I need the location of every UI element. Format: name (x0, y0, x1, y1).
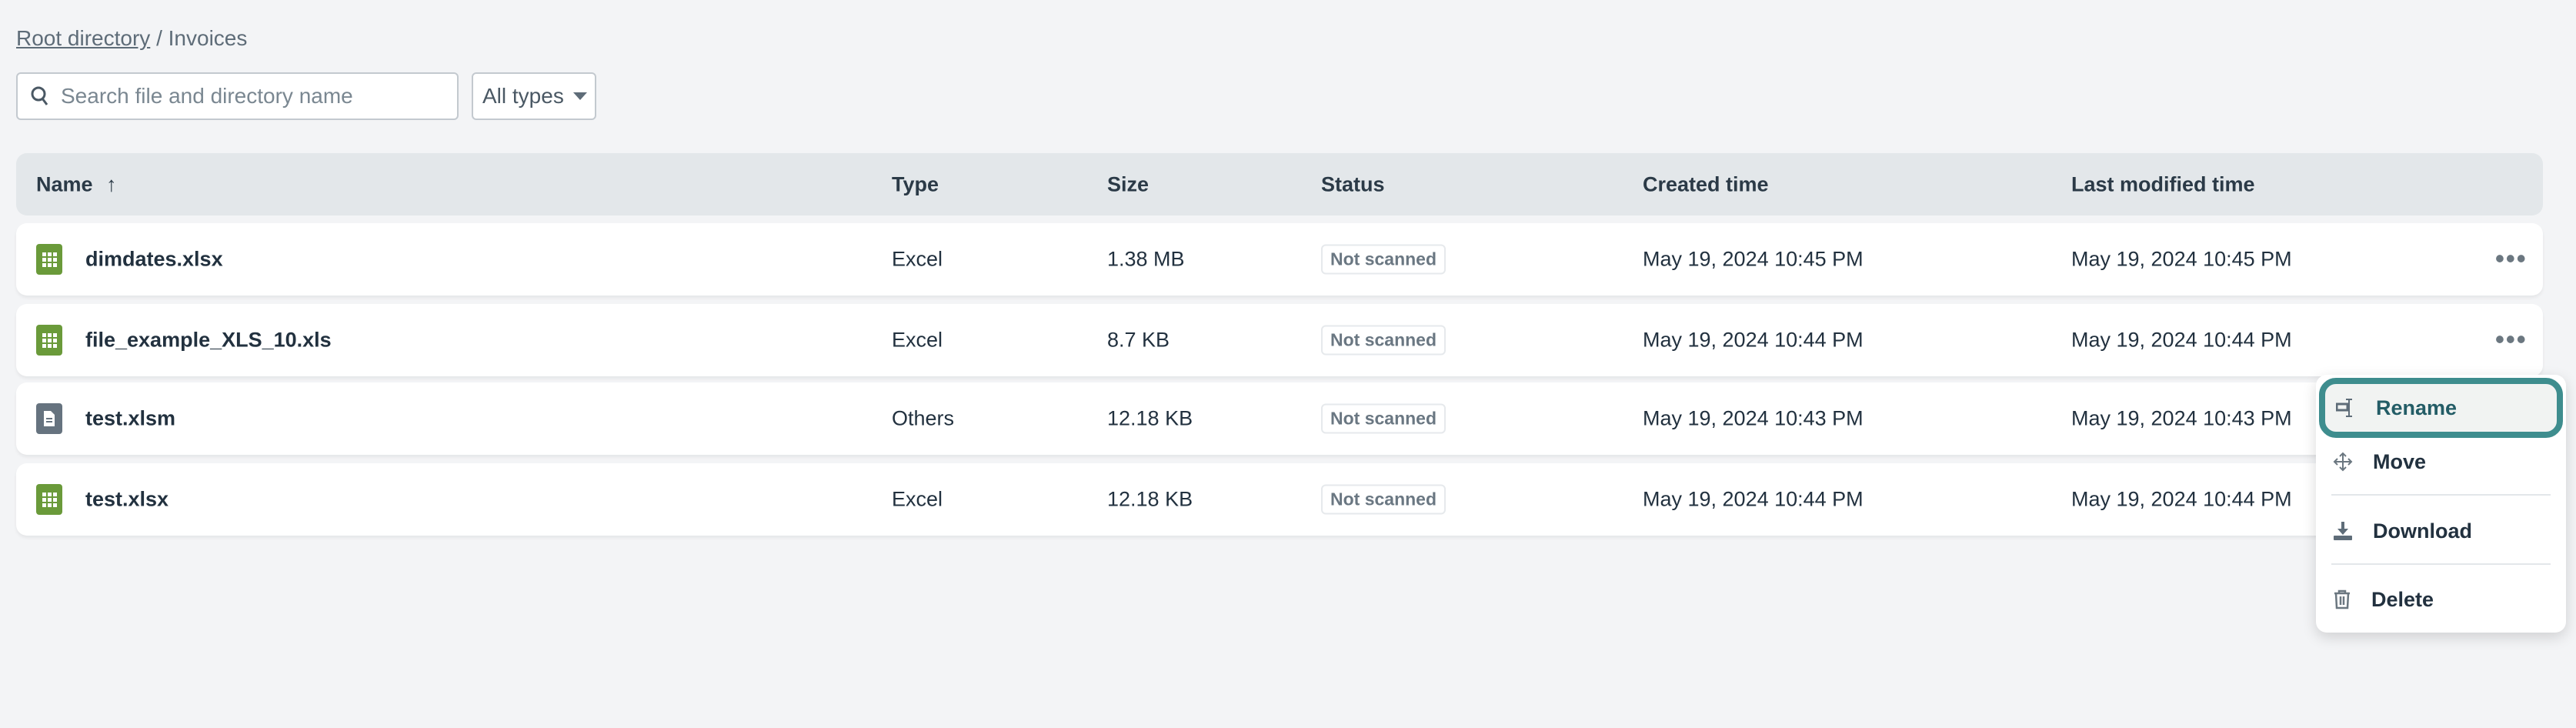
file-name[interactable]: dimdates.xlsx (85, 247, 223, 271)
type-filter-dropdown[interactable]: All types (472, 72, 596, 120)
type-filter-value: All types (482, 84, 564, 108)
menu-item-label: Rename (2376, 396, 2458, 419)
modified-time: May 19, 2024 10:44 PM (2071, 487, 2292, 511)
menu-item-delete[interactable]: Delete (2316, 573, 2566, 626)
file-name[interactable]: file_example_XLS_10.xls (85, 328, 332, 352)
status-badge: Not scanned (1321, 403, 1446, 434)
trash-icon (2334, 589, 2350, 609)
excel-icon (36, 244, 62, 275)
column-header-size[interactable]: Size (1107, 172, 1150, 195)
status-badge: Not scanned (1321, 484, 1446, 515)
document-icon (36, 403, 62, 434)
file-type: Others (892, 406, 955, 430)
breadcrumb-separator: / (156, 26, 162, 50)
modified-time: May 19, 2024 10:45 PM (2071, 247, 2292, 271)
excel-icon (36, 484, 62, 515)
table-row[interactable]: test.xlsx Excel 12.18 KB Not scanned May… (16, 463, 2543, 536)
menu-item-move[interactable]: Move (2316, 435, 2566, 489)
modified-time: May 19, 2024 10:44 PM (2071, 328, 2292, 352)
file-size: 12.18 KB (1107, 487, 1193, 511)
column-header-type[interactable]: Type (892, 172, 939, 195)
menu-divider (2331, 563, 2551, 565)
context-menu: Rename Move Download Delete (2316, 375, 2566, 633)
table-row[interactable]: dimdates.xlsx Excel 1.38 MB Not scanned … (16, 223, 2543, 296)
created-time: May 19, 2024 10:43 PM (1643, 406, 1864, 430)
file-name[interactable]: test.xlsm (85, 406, 176, 430)
more-actions-icon[interactable]: ••• (2495, 244, 2528, 274)
more-actions-icon[interactable]: ••• (2495, 325, 2528, 355)
file-type: Excel (892, 247, 943, 271)
file-name[interactable]: test.xlsx (85, 487, 169, 511)
table-row[interactable]: test.xlsm Others 12.18 KB Not scanned Ma… (16, 382, 2543, 455)
menu-item-label: Delete (2371, 587, 2434, 611)
menu-item-download[interactable]: Download (2316, 504, 2566, 558)
search-box[interactable] (16, 72, 459, 120)
file-size: 12.18 KB (1107, 406, 1193, 430)
created-time: May 19, 2024 10:44 PM (1643, 487, 1864, 511)
sort-ascending-icon: ↑ (106, 172, 117, 195)
search-input[interactable] (61, 84, 430, 109)
file-type: Excel (892, 328, 943, 352)
column-header-modified[interactable]: Last modified time (2071, 172, 2255, 195)
caret-down-icon (572, 92, 587, 100)
breadcrumb: Root directory / Invoices (16, 26, 247, 51)
column-header-name[interactable]: Name ↑ (36, 172, 117, 196)
menu-item-label: Download (2373, 519, 2472, 543)
created-time: May 19, 2024 10:44 PM (1643, 328, 1864, 352)
table-header: Name ↑ Type Size Status Created time Las… (16, 153, 2543, 215)
created-time: May 19, 2024 10:45 PM (1643, 247, 1864, 271)
menu-item-rename[interactable]: Rename (2319, 378, 2563, 438)
table-row[interactable]: file_example_XLS_10.xls Excel 8.7 KB Not… (16, 304, 2543, 376)
menu-item-label: Move (2373, 449, 2427, 473)
search-icon (31, 86, 48, 105)
move-icon (2333, 452, 2353, 472)
column-header-status[interactable]: Status (1321, 172, 1385, 195)
breadcrumb-current: Invoices (168, 26, 248, 50)
status-badge: Not scanned (1321, 244, 1446, 275)
download-icon (2334, 522, 2352, 540)
menu-divider (2331, 494, 2551, 496)
breadcrumb-root-link[interactable]: Root directory (16, 26, 151, 50)
excel-icon (36, 325, 62, 356)
column-header-created[interactable]: Created time (1643, 172, 1769, 195)
status-badge: Not scanned (1321, 325, 1446, 356)
file-size: 8.7 KB (1107, 328, 1170, 352)
modified-time: May 19, 2024 10:43 PM (2071, 406, 2292, 430)
file-size: 1.38 MB (1107, 247, 1185, 271)
file-type: Excel (892, 487, 943, 511)
column-name-label: Name (36, 172, 93, 195)
rename-icon (2336, 399, 2352, 417)
